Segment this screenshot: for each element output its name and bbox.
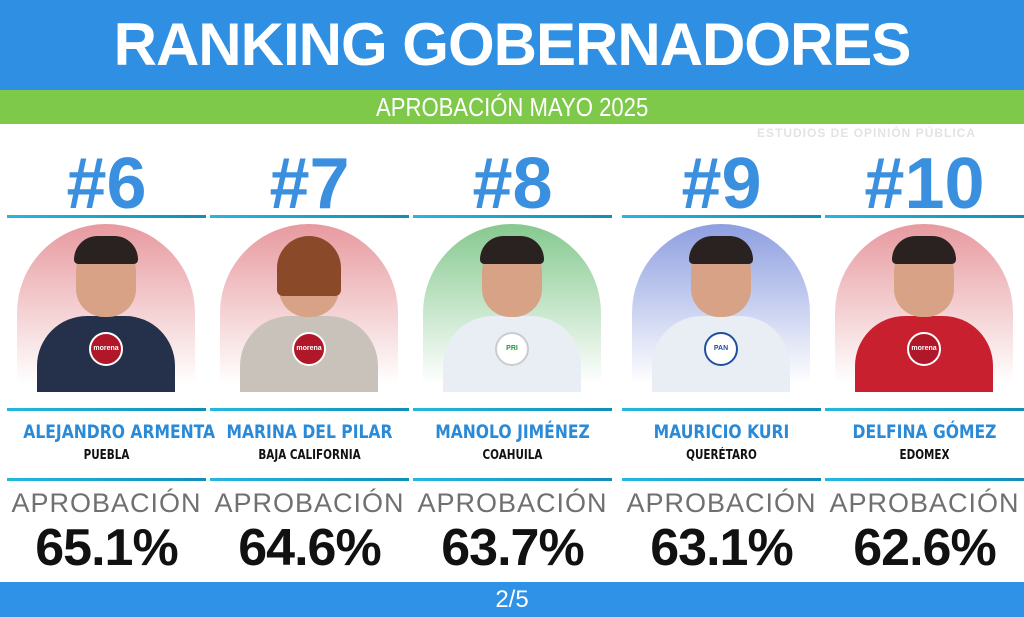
party-logo-icon: PAN [704, 332, 738, 366]
governor-card: #9 PAN MAURICIO KURI QUERÉTARO APROBACIÓ… [620, 124, 823, 582]
governor-state: BAJA CALIFORNIA [258, 448, 361, 463]
governor-name: ALEJANDRO ARMENTA [23, 421, 216, 443]
approval-value: 62.6% [853, 519, 996, 577]
divider [622, 478, 821, 481]
party-logo-icon: morena [907, 332, 941, 366]
rank-number: #10 [864, 144, 985, 224]
subtitle: APROBACIÓN MAYO 2025 [375, 92, 649, 122]
page-indicator: 2/5 [0, 582, 1024, 617]
hair-shape [892, 236, 956, 264]
governor-state: COAHUILA [482, 448, 543, 463]
hair-shape [689, 236, 753, 264]
approval-label: APROBACIÓN [829, 488, 1020, 518]
governor-state: EDOMEX [899, 448, 950, 463]
divider [825, 408, 1024, 411]
approval-label: APROBACIÓN [626, 488, 817, 518]
subtitle-bar: APROBACIÓN MAYO 2025 [0, 90, 1024, 124]
party-logo-icon: morena [292, 332, 326, 366]
governor-photo: morena [220, 224, 398, 392]
divider [7, 478, 206, 481]
approval-label: APROBACIÓN [417, 488, 608, 518]
divider [210, 215, 409, 218]
governor-state: QUERÉTARO [686, 448, 757, 463]
divider [413, 408, 612, 411]
governor-photo: morena [17, 224, 195, 392]
approval-label: APROBACIÓN [11, 488, 202, 518]
hair-shape [74, 236, 138, 264]
governor-name: MAURICIO KURI [653, 421, 790, 443]
governor-photo: PAN [632, 224, 810, 392]
governor-photo: morena [835, 224, 1013, 392]
governor-name: MANOLO JIMÉNEZ [435, 421, 590, 443]
party-logo-icon: morena [89, 332, 123, 366]
hair-shape [480, 236, 544, 264]
divider [413, 215, 612, 218]
governor-state: PUEBLA [83, 448, 130, 463]
approval-value: 63.7% [441, 519, 584, 577]
approval-value: 63.1% [650, 519, 793, 577]
divider [413, 478, 612, 481]
governor-name: DELFINA GÓMEZ [852, 421, 997, 443]
divider [622, 215, 821, 218]
divider [210, 478, 409, 481]
approval-label: APROBACIÓN [214, 488, 405, 518]
divider [7, 408, 206, 411]
divider [825, 215, 1024, 218]
rank-number: #6 [66, 144, 147, 224]
party-logo-icon: PRI [495, 332, 529, 366]
governor-photo: PRI [423, 224, 601, 392]
hair-shape [277, 236, 341, 296]
rank-number: #9 [681, 144, 762, 224]
divider [825, 478, 1024, 481]
rank-number: #7 [269, 144, 350, 224]
divider [7, 215, 206, 218]
governor-card: #8 PRI MANOLO JIMÉNEZ COAHUILA APROBACIÓ… [411, 124, 614, 582]
rank-number: #8 [472, 144, 553, 224]
governor-name: MARINA DEL PILAR [226, 421, 393, 443]
governor-card: #7 morena MARINA DEL PILAR BAJA CALIFORN… [208, 124, 411, 582]
governor-card: #6 morena ALEJANDRO ARMENTA PUEBLA APROB… [5, 124, 216, 582]
approval-value: 64.6% [238, 519, 381, 577]
page-title: RANKING GOBERNADORES [0, 0, 1024, 90]
governor-card: #10 morena DELFINA GÓMEZ EDOMEX APROBACI… [823, 124, 1024, 582]
divider [622, 408, 821, 411]
watermark: ESTUDIOS DE OPINIÓN PÚBLICA [757, 126, 977, 140]
approval-value: 65.1% [35, 519, 178, 577]
divider [210, 408, 409, 411]
